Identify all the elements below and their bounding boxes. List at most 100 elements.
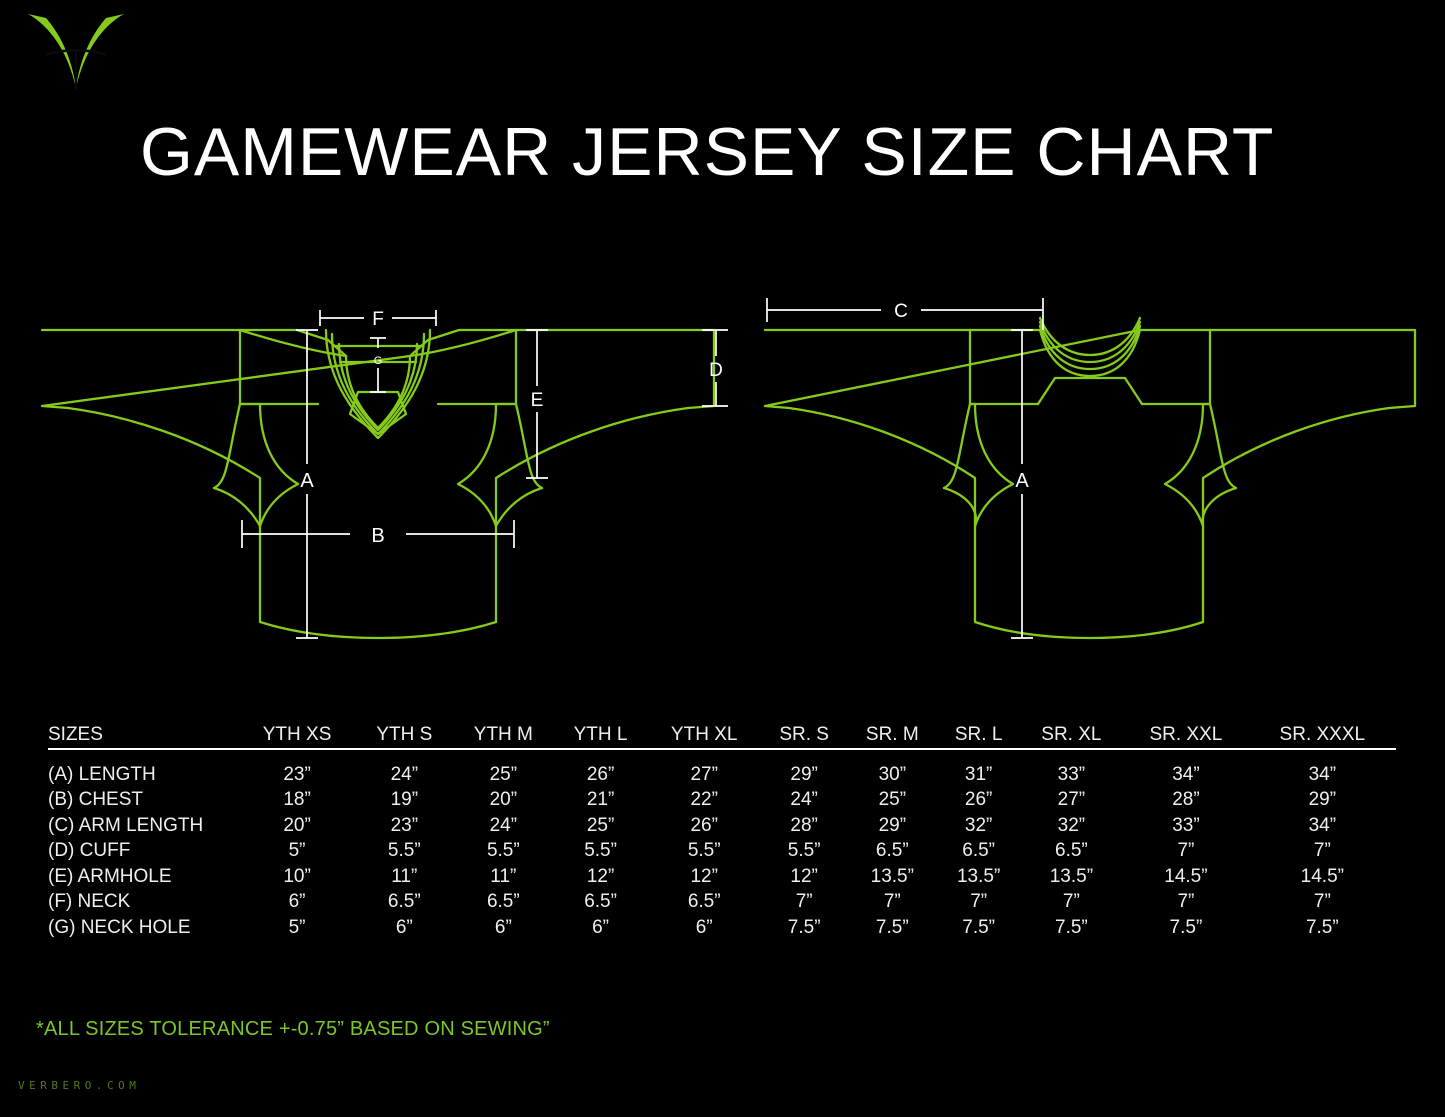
cell-value: 19” bbox=[390, 789, 419, 810]
cell-value: 7” bbox=[1313, 840, 1331, 861]
cell-value: 6” bbox=[592, 916, 610, 938]
cell-value: 6” bbox=[395, 916, 413, 938]
cell-value: 7” bbox=[1062, 891, 1080, 912]
dim-label-C: C bbox=[894, 301, 908, 322]
cell-value: 13.5” bbox=[1049, 865, 1094, 887]
cell-value: 20” bbox=[489, 789, 518, 810]
cell-value: 21” bbox=[586, 789, 615, 810]
cell-value: 25” bbox=[586, 814, 615, 836]
page-title: GAMEWEAR JERSEY SIZE CHART bbox=[140, 114, 1275, 190]
cell-value: 6.5” bbox=[875, 840, 909, 861]
tolerance-footnote: *ALL SIZES TOLERANCE +-0.75” BASED ON SE… bbox=[36, 1018, 550, 1040]
cell-value: 5.5” bbox=[387, 840, 421, 861]
row-label: (B) CHEST bbox=[48, 789, 143, 810]
size-table-wrapper: SIZES YTH XS YTH S YTH M YTH L YTH XL SR. S SR… bbox=[48, 722, 1396, 940]
cell-value: 27” bbox=[1057, 789, 1086, 810]
cell-value: 12” bbox=[790, 865, 818, 887]
cell-value: 6.5” bbox=[1055, 840, 1088, 861]
front-view-diagram: F G E D A B bbox=[28, 282, 728, 652]
cell-value: 7.5” bbox=[1055, 916, 1088, 938]
cell-value: 10” bbox=[283, 865, 311, 887]
cell-value: 5.5” bbox=[486, 840, 520, 861]
cell-value: 6” bbox=[288, 891, 306, 912]
cell-value: 6” bbox=[494, 916, 512, 938]
cell-value: 7” bbox=[970, 891, 988, 912]
cell-value: 31” bbox=[964, 763, 993, 785]
cell-value: 32” bbox=[1057, 814, 1086, 836]
cell-value: 25” bbox=[489, 763, 518, 785]
cell-value: 13.5” bbox=[956, 865, 1001, 887]
cell-value: 12” bbox=[690, 865, 718, 887]
cell-value: 13.5” bbox=[870, 865, 914, 887]
cell-value: 23” bbox=[283, 763, 311, 785]
header-size-sr-xxxl: SR. XXXL bbox=[1248, 722, 1396, 750]
cell-value: 5.5” bbox=[584, 840, 617, 861]
dim-label-F: F bbox=[372, 309, 384, 330]
table-row: (C) ARM LENGTH 20” 23” 24” 25” 26” 28” 29” 32” 32… bbox=[48, 813, 1396, 839]
cell-value: 6.5” bbox=[687, 891, 721, 912]
dim-label-A-back: A bbox=[1015, 470, 1029, 492]
cell-value: 5” bbox=[288, 916, 306, 938]
cell-value: 28” bbox=[790, 814, 818, 836]
cell-value: 18” bbox=[283, 789, 311, 810]
header-sizes: SIZES bbox=[48, 722, 238, 750]
cell-value: 14.5” bbox=[1164, 865, 1208, 887]
cell-value: 23” bbox=[390, 814, 419, 836]
cell-value: 20” bbox=[283, 814, 311, 836]
row-label: (C) ARM LENGTH bbox=[48, 814, 204, 836]
dim-label-B: B bbox=[371, 525, 384, 547]
cell-value: 7.5” bbox=[1169, 916, 1203, 938]
cell-value: 7.5” bbox=[962, 916, 996, 938]
table-row: (D) CUFF 5” 5.5” 5.5” 5.5” 5.5” 5.5” 6.5” 6.5” 6.… bbox=[48, 838, 1396, 864]
cell-value: 7.5” bbox=[787, 916, 821, 938]
header-size-sr-m: SR. M bbox=[846, 722, 938, 750]
verbero-v-logo-icon bbox=[20, 8, 132, 100]
row-label: (E) ARMHOLE bbox=[48, 865, 172, 887]
cell-value: 32” bbox=[964, 814, 993, 836]
cell-value: 6.5” bbox=[486, 891, 520, 912]
cell-value: 6.5” bbox=[387, 891, 421, 912]
size-table: SIZES YTH XS YTH S YTH M YTH L YTH XL SR. S SR… bbox=[48, 722, 1396, 940]
site-watermark: VERBERO.COM bbox=[18, 1079, 141, 1092]
header-size-yth-s: YTH S bbox=[356, 722, 453, 750]
row-label: (F) NECK bbox=[48, 891, 131, 912]
cell-value: 27” bbox=[690, 763, 718, 785]
cell-value: 6” bbox=[695, 916, 713, 938]
cell-value: 34” bbox=[1308, 814, 1337, 836]
cell-value: 22” bbox=[690, 789, 718, 810]
cell-value: 11” bbox=[391, 865, 418, 887]
cell-value: 6.5” bbox=[962, 840, 996, 861]
jersey-diagrams: F G E D A B bbox=[0, 282, 1445, 682]
cell-value: 12” bbox=[586, 865, 615, 887]
cell-value: 7” bbox=[1177, 891, 1195, 912]
table-row: (E) ARMHOLE 10” 11” 11” 12” 12” 12” 13.5” 13.5” 1… bbox=[48, 864, 1396, 890]
cell-value: 7” bbox=[883, 891, 901, 912]
header-size-yth-xl: YTH XL bbox=[646, 722, 762, 750]
back-view-diagram: C A bbox=[755, 282, 1425, 652]
cell-value: 5.5” bbox=[787, 840, 821, 861]
cell-value: 7.5” bbox=[875, 916, 909, 938]
cell-value: 29” bbox=[790, 763, 818, 785]
cell-value: 5.5” bbox=[687, 840, 721, 861]
dim-label-G: G bbox=[374, 355, 383, 367]
row-label: (D) CUFF bbox=[48, 840, 131, 861]
cell-value: 7” bbox=[1177, 840, 1195, 861]
cell-value: 30” bbox=[878, 763, 907, 785]
cell-value: 28” bbox=[1172, 789, 1200, 810]
cell-value: 7.5” bbox=[1305, 916, 1339, 938]
header-size-sr-l: SR. L bbox=[937, 722, 1020, 750]
table-row: (F) NECK 6” 6.5” 6.5” 6.5” 6.5” 7” 7” 7” 7” 7” 7” bbox=[48, 889, 1396, 915]
dim-label-A-front: A bbox=[300, 470, 314, 492]
cell-value: 34” bbox=[1308, 763, 1337, 785]
table-row: (B) CHEST 18” 19” 20” 21” 22” 24” 25” 26” 27” 28” 2… bbox=[48, 787, 1396, 813]
cell-value: 25” bbox=[878, 789, 907, 810]
cell-value: 29” bbox=[1308, 789, 1337, 810]
dim-label-E: E bbox=[531, 390, 544, 411]
cell-value: 29” bbox=[878, 814, 907, 836]
table-body: (A) LENGTH 23” 24” 25” 26” 27” 29” 30” 31” 33” 34”… bbox=[48, 749, 1396, 941]
cell-value: 7” bbox=[795, 891, 813, 912]
cell-value: 6.5” bbox=[584, 891, 617, 912]
cell-value: 24” bbox=[489, 814, 518, 836]
header-size-sr-s: SR. S bbox=[761, 722, 847, 750]
